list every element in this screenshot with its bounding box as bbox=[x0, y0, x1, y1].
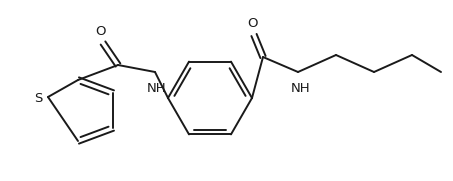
Text: NH: NH bbox=[291, 82, 311, 95]
Text: S: S bbox=[34, 92, 42, 104]
Text: O: O bbox=[96, 25, 106, 38]
Text: O: O bbox=[247, 17, 257, 30]
Text: NH: NH bbox=[147, 82, 167, 95]
